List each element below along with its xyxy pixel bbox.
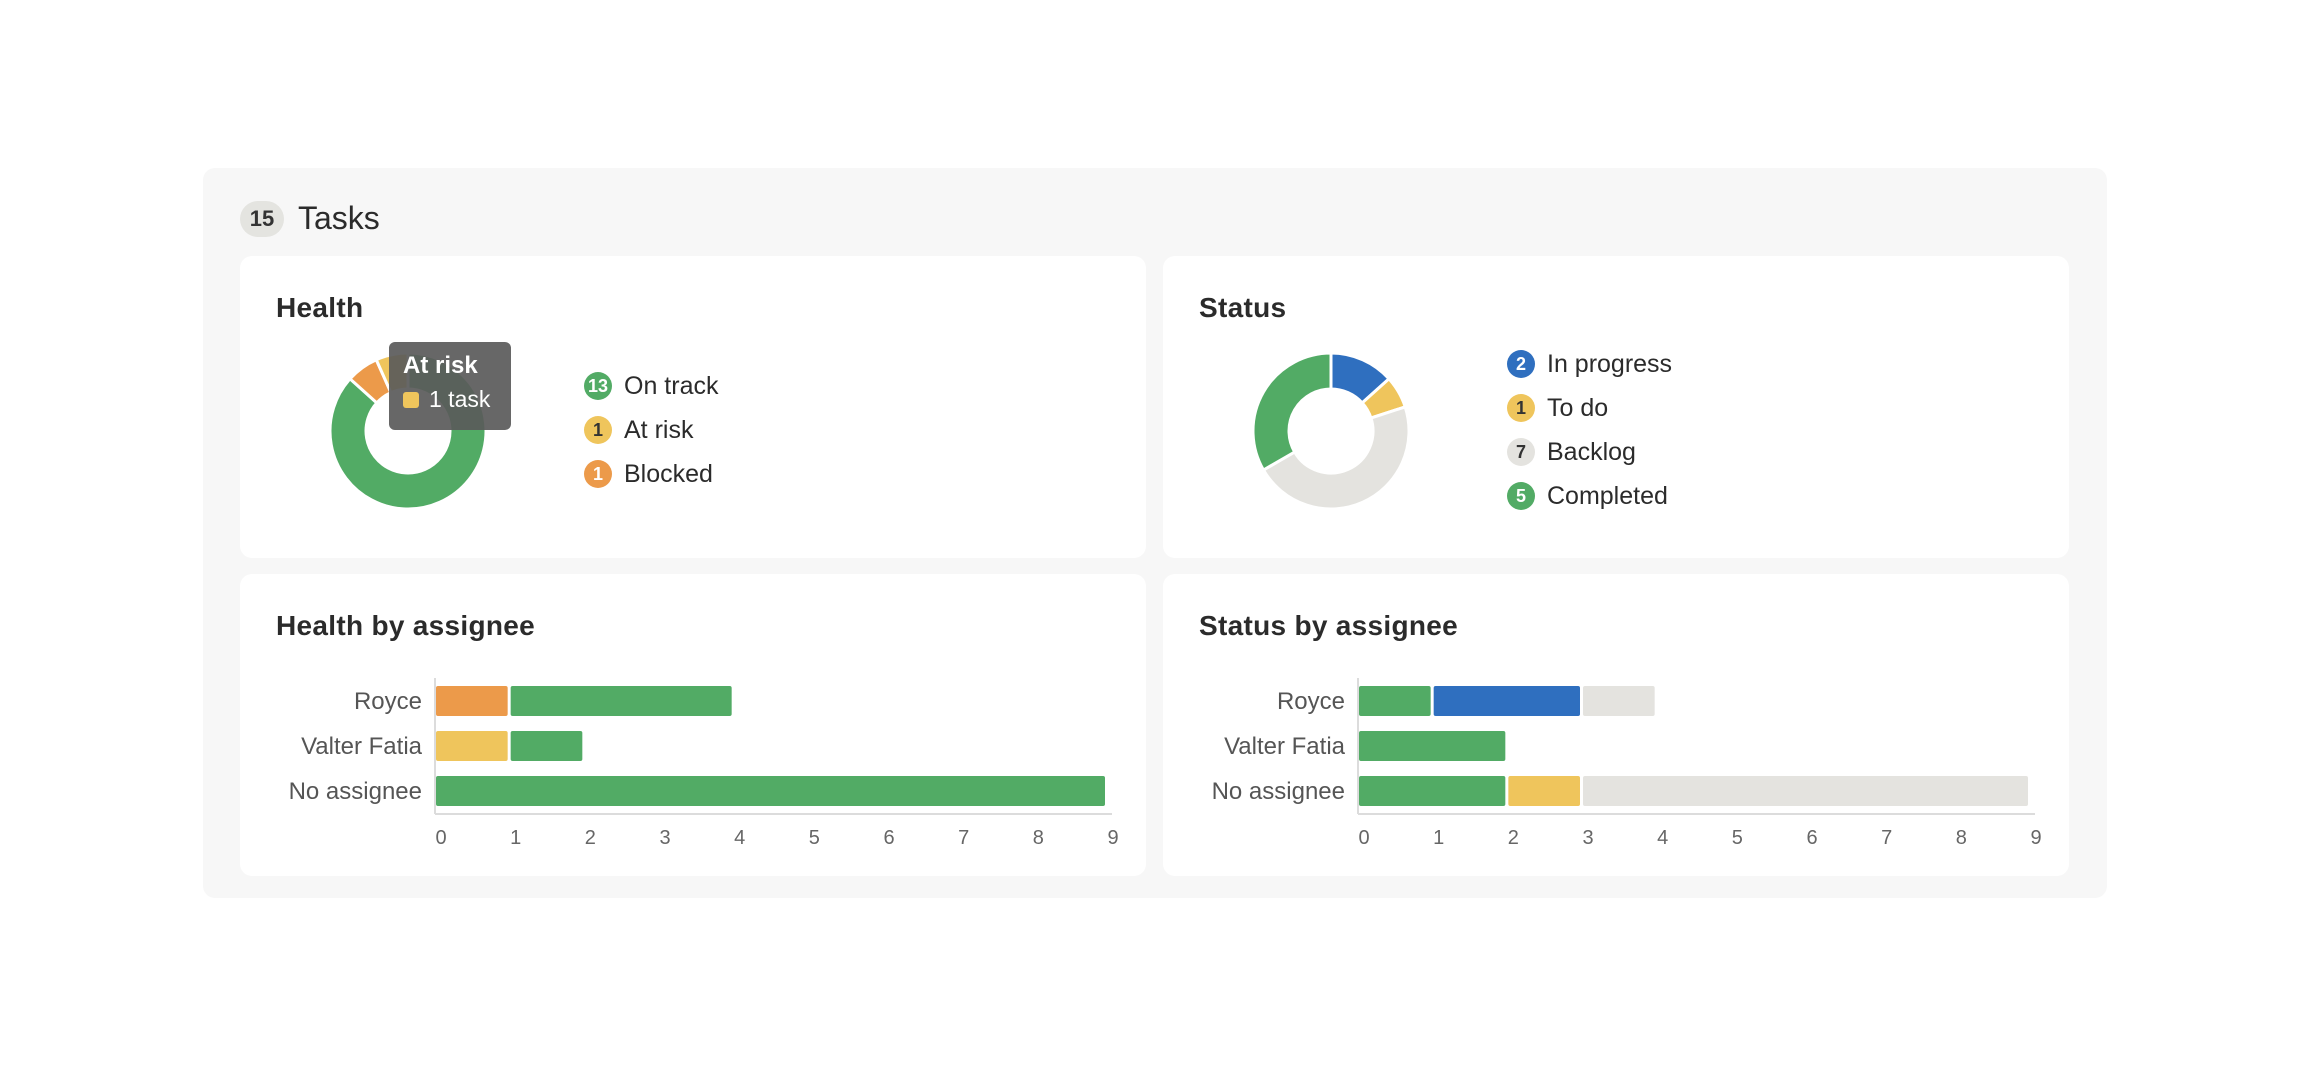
category-label: Royce [354,688,422,715]
x-tick-label: 6 [1806,827,1817,849]
tasks-panel: 15 Tasks Health 13 On track 1 At risk 1 … [203,168,2107,898]
category-label: Valter Fatia [301,733,423,760]
tooltip-title: At risk [403,352,478,379]
tasks-header: 15 Tasks [240,200,380,237]
x-tick-label: 8 [1956,827,1967,849]
status-by-assignee-title: Status by assignee [1199,610,1459,641]
bar-segment-completed[interactable] [1359,731,1506,761]
bar-segment-backlog[interactable] [1583,776,2028,806]
x-tick-label: 7 [1881,827,1892,849]
x-tick-label: 1 [1433,827,1444,849]
legend-label: In progress [1547,349,1673,378]
health-legend: 13 On track 1 At risk 1 Blocked [584,364,718,496]
category-label: No assignee [1212,778,1345,805]
legend-count-badge: 5 [1507,482,1535,510]
x-tick-label: 2 [585,827,596,849]
x-tick-label: 6 [883,827,894,849]
legend-item-to-do[interactable]: 1 To do [1507,386,1672,430]
bar-segment-on-track[interactable] [510,686,732,716]
status-legend: 2 In progress 1 To do 7 Backlog 5 Comple… [1507,342,1672,518]
legend-count-badge: 1 [584,460,612,488]
category-label: No assignee [289,778,422,805]
x-tick-label: 5 [1732,827,1743,849]
tooltip-color-swatch [403,391,419,408]
legend-label: Completed [1547,481,1668,510]
x-tick-label: 8 [1033,827,1044,849]
x-tick-label: 1 [510,827,521,849]
x-tick-label: 7 [958,827,969,849]
legend-item-in-progress[interactable]: 2 In progress [1507,342,1672,386]
legend-item-on-track[interactable]: 13 On track [584,364,718,408]
legend-label: At risk [624,415,694,444]
legend-count-badge: 1 [584,416,612,444]
status-by-assignee-card: Status by assignee Royce Valter Fatia No a… [1163,574,2069,876]
donut-slice-backlog[interactable] [1261,405,1411,511]
x-tick-label: 3 [659,827,670,849]
status-title: Status [1199,292,1287,323]
tasks-title: Tasks [298,200,380,236]
legend-count-badge: 13 [584,372,612,400]
tooltip-row: 1 task [403,386,497,413]
bar-segment-completed[interactable] [1359,776,1506,806]
status-card: Status 2 In progress 1 To do 7 Backlog 5… [1163,256,2069,558]
x-tick-label: 0 [435,827,446,849]
bar-segment-blocked[interactable] [436,686,508,716]
legend-label: On track [624,371,719,400]
category-label: Royce [1277,688,1345,715]
health-by-assignee-bar-chart: Royce Valter Fatia No assignee 0 1 2 3 4 5 6 7 8 9 [289,678,1119,849]
legend-count-badge: 7 [1507,438,1535,466]
bar-segment-backlog[interactable] [1583,686,1655,716]
status-donut-chart[interactable] [1251,351,1411,511]
x-tick-label: 9 [2030,827,2041,849]
bar-segment-to-do[interactable] [1508,776,1580,806]
tooltip-value: 1 task [429,386,491,412]
health-title: Health [276,292,364,323]
x-tick-label: 4 [1657,827,1668,849]
health-by-assignee-title: Health by assignee [276,610,536,641]
legend-item-backlog[interactable]: 7 Backlog [1507,430,1672,474]
x-tick-label: 4 [734,827,745,849]
task-count-badge: 15 [240,200,284,237]
x-tick-label: 9 [1107,827,1118,849]
bar-segment-at-risk[interactable] [436,731,508,761]
legend-label: Blocked [624,459,713,488]
x-tick-label: 2 [1508,827,1519,849]
legend-count-badge: 2 [1507,350,1535,378]
health-by-assignee-card: Health by assignee Royce Valter Fatia No a… [240,574,1146,876]
health-card: Health 13 On track 1 At risk 1 Blocked A… [240,256,1146,558]
legend-label: Backlog [1547,437,1636,466]
bar-segment-on-track[interactable] [510,731,583,761]
bar-segment-in-progress[interactable] [1433,686,1580,716]
x-tick-label: 0 [1358,827,1369,849]
chart-tooltip: At risk 1 task [389,342,511,430]
legend-label: To do [1547,393,1609,422]
legend-item-at-risk[interactable]: 1 At risk [584,408,718,452]
x-tick-label: 5 [809,827,820,849]
donut-slice-completed[interactable] [1251,351,1333,473]
x-tick-label: 3 [1582,827,1593,849]
status-by-assignee-bar-chart: Royce Valter Fatia No assignee 0 1 2 3 4 5 6 7 8 9 [1212,678,2042,849]
legend-item-blocked[interactable]: 1 Blocked [584,452,718,496]
bar-segment-completed[interactable] [1359,686,1431,716]
bar-segment-on-track[interactable] [436,776,1105,806]
legend-count-badge: 1 [1507,394,1535,422]
category-label: Valter Fatia [1224,733,1346,760]
legend-item-completed[interactable]: 5 Completed [1507,474,1672,518]
